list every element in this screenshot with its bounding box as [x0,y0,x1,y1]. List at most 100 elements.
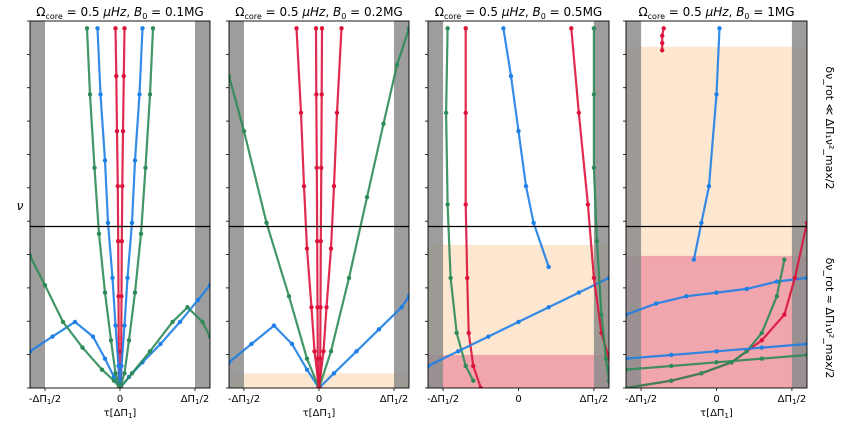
series-retrograde-2-point-0 [626,312,629,317]
title-omega: Ω [638,5,647,19]
title-b: B [736,5,744,19]
title-b-sub: 0 [541,12,546,21]
title-omega: Ω [36,5,45,19]
x-tick-label-post: /2 [51,394,61,405]
series-zonal-4-point-5 [759,330,764,336]
x-axis-label-sub: 1 [724,412,728,420]
series-prograde-6-point-2 [301,183,307,189]
series-zonal-5-point-6 [406,26,409,31]
x-tick-label: 0 [117,394,123,405]
title-sep: , [525,5,533,19]
panel-2: -ΔΠ1/2 0 ΔΠ1/2τ[ΔΠ1]Ωcore = 0.5 μHz, B0 = … [226,5,410,420]
series-retrograde-3-point-0 [428,363,431,369]
series-zonal-5-point-1 [129,371,135,376]
title-omega-sub: core [444,12,461,21]
series-zonal-0-point-1 [443,110,449,115]
series-zonal-5-point-3 [170,319,175,325]
x-tick-label-post: /2 [449,394,459,405]
gray-edge-1 [394,21,409,388]
series-retrograde-7-point-1 [137,92,142,97]
series-prograde-1-point-5 [119,294,124,299]
series-zonal-9-point-3 [138,231,144,237]
series-zonal-4-point-3 [286,294,292,299]
series-retrograde-2-point-0 [30,349,33,354]
series-prograde-0-point-3 [115,183,120,189]
series-prograde-4-point-2 [585,202,591,207]
series-zonal-5-point-4 [599,312,604,317]
series-prograde-7-point-0 [339,26,344,31]
series-prograde-1-point-0 [122,26,127,31]
series-zonal-5-point-1 [591,92,597,97]
x-axis-label: τ[ΔΠ1] [700,408,733,420]
series-retrograde-5-point-4 [804,341,807,347]
series-retrograde-3-point-5 [195,297,201,303]
series-prograde-3-point-6 [792,275,798,281]
series-zonal-5-point-0 [591,26,597,31]
series-retrograde-2-point-4 [304,367,310,372]
series-retrograde-3-point-6 [606,275,609,281]
series-zonal-9-point-7 [117,385,123,388]
series-retrograde-7-point-5 [122,323,127,328]
x-tick-label-main: -ΔΠ [29,394,47,405]
series-zonal-4-point-0 [229,73,232,79]
series-prograde-6-point-4 [309,305,314,310]
x-tick-label-main: ΔΠ [580,394,594,405]
series-retrograde-2-point-2 [72,319,78,325]
series-zonal-6-point-3 [759,356,764,361]
x-tick-label: ΔΠ1/2 [778,394,807,406]
x-tick-label-main: -ΔΠ [625,394,643,405]
x-tick-label-main: ΔΠ [778,394,792,405]
series-prograde-1-line [119,27,126,388]
series-retrograde-3-point-5 [406,294,409,299]
series-retrograde-2-point-0 [501,26,506,31]
x-tick-label-sub: 1 [792,398,796,406]
series-retrograde-7-line [118,27,144,388]
series-retrograde-7-point-2 [132,158,138,163]
series-zonal-4-point-4 [304,356,310,361]
series-retrograde-2-point-5 [546,264,551,270]
title-b: B [134,5,142,19]
series-zonal-0-point-2 [445,202,450,207]
series-zonal-9-point-0 [150,26,156,31]
series-zonal-4-point-7 [782,257,787,262]
series-retrograde-5-point-2 [714,349,719,354]
x-tick-label-main: ΔΠ [181,394,195,405]
title-b: B [532,5,540,19]
x-axis-label-end: ] [729,408,733,419]
series-zonal-9-point-1 [147,92,153,97]
gray-edge-1 [593,21,609,388]
x-tick-label: 0 [316,394,322,405]
x-tick-label-post: /2 [647,394,657,405]
series-zonal-5-point-4 [185,305,190,310]
x-tick-label-sub: 1 [394,398,398,406]
title-unit: μHz [102,5,127,19]
x-axis-label-main: τ[ΔΠ [700,408,724,419]
x-axis-label-end: ] [331,408,335,419]
panel-title: Ωcore = 0.5 μHz, B0 = 1MG [638,5,794,21]
series-prograde-0-point-2 [114,128,120,134]
series-zonal-4-point-4 [99,367,105,372]
x-tick-label-post: /2 [598,394,608,405]
series-zonal-4-point-2 [60,319,66,325]
series-retrograde-1-point-3 [699,220,704,226]
x-axis-label-main: τ[ΔΠ [303,408,327,419]
series-zonal-4-point-0 [30,253,33,259]
series-prograde-0-point-1 [314,92,319,97]
series-prograde-0-line [661,27,665,52]
series-retrograde-5-point-1 [669,352,674,358]
series-zonal-4-point-6 [774,294,780,299]
series-zonal-6-point-4 [804,352,807,358]
x-tick-label-sub: 1 [246,398,250,406]
series-retrograde-2-point-6 [804,275,807,281]
series-prograde-1-point-6 [478,385,483,388]
series-zonal-0-point-6 [471,378,476,383]
series-retrograde-2-point-3 [289,341,295,347]
series-zonal-0-point-3 [448,275,453,281]
series-retrograde-6-point-5 [113,323,118,328]
series-prograde-0-point-0 [661,26,666,31]
right-label-top: δν_rot ≪ ΔΠ₁ν²_max/2 [823,66,836,189]
series-retrograde-3-point-2 [354,349,359,354]
series-zonal-4-point-2 [264,220,269,226]
x-tick-label: -ΔΠ1/2 [625,394,657,406]
plot-area [626,21,807,388]
